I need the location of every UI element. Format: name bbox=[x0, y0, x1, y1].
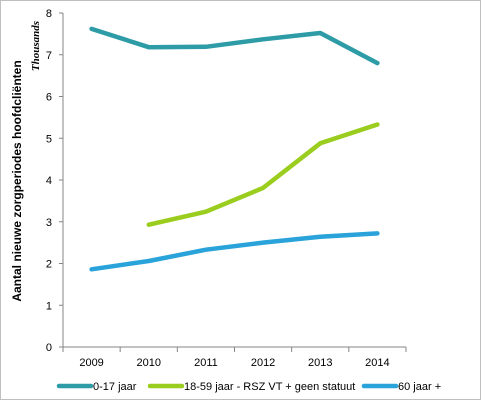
x-tick-label: 2012 bbox=[251, 357, 275, 369]
legend-label-2: 18-59 jaar - RSZ VT + geen statuut bbox=[184, 381, 355, 393]
x-tick-label: 2009 bbox=[79, 357, 103, 369]
x-tick-label: 2010 bbox=[137, 357, 161, 369]
y-tick-label: 8 bbox=[46, 8, 52, 20]
series-line-2 bbox=[149, 125, 378, 225]
x-tick-label: 2013 bbox=[308, 357, 332, 369]
y-tick-label: 5 bbox=[46, 133, 52, 145]
y-tick-label: 7 bbox=[46, 50, 52, 62]
series-lines bbox=[92, 29, 378, 269]
y-tick-label: 4 bbox=[46, 175, 52, 187]
x-tick-label: 2011 bbox=[194, 357, 218, 369]
legend-label-3: 60 jaar + bbox=[398, 381, 441, 393]
y-axis-unit-label: Thousands bbox=[30, 21, 42, 71]
y-tick-label: 3 bbox=[46, 217, 52, 229]
x-tick-label: 2014 bbox=[365, 357, 389, 369]
y-tick-label: 0 bbox=[46, 342, 52, 354]
axes bbox=[59, 13, 406, 352]
legend-label-1: 0-17 jaar bbox=[93, 381, 137, 393]
series-line-3 bbox=[92, 233, 378, 269]
y-tick-label: 1 bbox=[46, 300, 52, 312]
legend: 0-17 jaar 18-59 jaar - RSZ VT + geen stat… bbox=[59, 381, 441, 393]
y-tick-labels: 0 1 2 3 4 5 6 7 8 bbox=[46, 8, 52, 354]
y-tick-label: 2 bbox=[46, 259, 52, 271]
y-axis-title: Aantal nieuwe zorgperiodes hoofdcliënten bbox=[10, 60, 24, 301]
series-line-1 bbox=[92, 29, 378, 63]
x-tick-labels: 2009 2010 2011 2012 2013 2014 bbox=[79, 357, 389, 369]
y-tick-label: 6 bbox=[46, 92, 52, 104]
